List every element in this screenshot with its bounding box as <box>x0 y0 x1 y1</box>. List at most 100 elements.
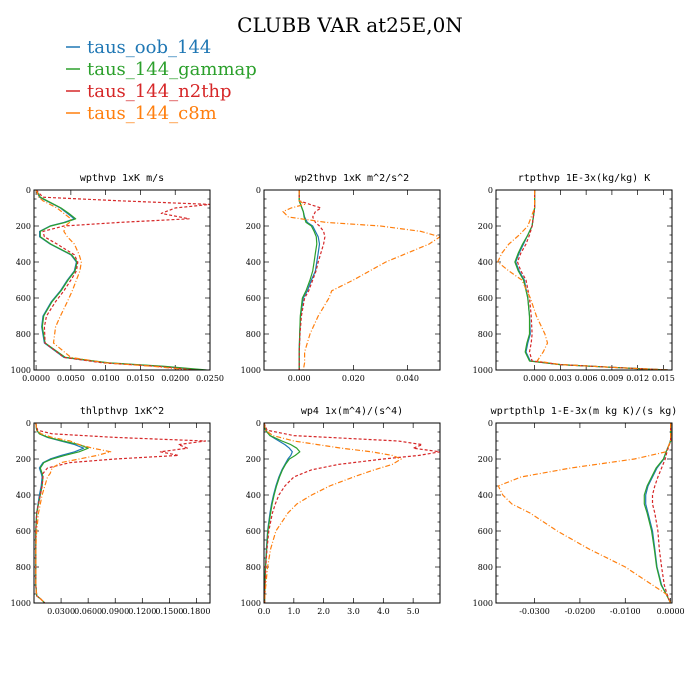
x-tick-label: 0.0050 <box>57 374 85 383</box>
plot-frame <box>33 189 211 371</box>
x-tick-label: -0.0100 <box>610 607 641 616</box>
y-tick-label: 0 <box>488 186 493 195</box>
legend: taus_oob_144 taus_144_gammap taus_144_n2… <box>66 37 257 124</box>
y-tick-label: 800 <box>16 563 31 572</box>
y-tick-label: 1000 <box>473 599 493 608</box>
legend-label: taus_oob_144 <box>87 37 211 58</box>
y-tick-label: 600 <box>478 527 493 536</box>
x-tick-label: 0.009 <box>600 374 623 383</box>
x-tick-label: 0.0300 <box>47 607 75 616</box>
legend-item-taus-oob-144: taus_oob_144 <box>66 37 211 58</box>
x-tick-label: 0.020 <box>342 374 365 383</box>
panel-title: wp2thvp 1xK m^2/s^2 <box>295 173 409 184</box>
x-tick-label: 0.000 <box>523 374 546 383</box>
x-tick-label: 0.040 <box>396 374 419 383</box>
y-tick-label: 1000 <box>11 599 31 608</box>
y-tick-label: 400 <box>246 491 261 500</box>
y-tick-label: 1000 <box>11 366 31 375</box>
series-line-taus-144-gammap <box>264 423 301 603</box>
y-tick-label: 200 <box>246 455 261 464</box>
plot-frame <box>495 189 673 371</box>
series-line-taus-144-c8m <box>35 423 112 603</box>
x-tick-label: 0.0900 <box>101 607 129 616</box>
series-line-taus-oob-144 <box>515 190 668 370</box>
y-tick-label: 0 <box>256 419 261 428</box>
series-line-taus-144-c8m <box>282 190 440 370</box>
x-tick-label: 0.1800 <box>182 607 210 616</box>
plot-frame <box>495 422 673 604</box>
panel-title: wp4 1x(m^4)/(s^4) <box>301 406 403 417</box>
series-line-taus-144-c8m <box>497 423 672 603</box>
x-tick-label: 3.0 <box>347 607 360 616</box>
panel-title: wprtpthlp 1-E-3x(m kg K)/(s kg) <box>491 406 678 417</box>
legend-item-taus-144-c8m: taus_144_c8m <box>66 103 217 124</box>
x-tick-label: 0.003 <box>549 374 572 383</box>
x-tick-label: -0.0200 <box>565 607 596 616</box>
y-tick-label: 600 <box>246 294 261 303</box>
y-tick-label: 1000 <box>241 599 261 608</box>
y-tick-label: 0 <box>488 419 493 428</box>
series-line-taus-oob-144 <box>298 190 321 370</box>
y-tick-label: 0 <box>26 419 31 428</box>
panel-title: thlpthvp 1xK^2 <box>80 406 164 417</box>
x-tick-label: 0.1200 <box>128 607 156 616</box>
x-tick-label: 0.0100 <box>92 374 120 383</box>
series-line-taus-144-c8m <box>35 190 190 370</box>
x-tick-label: 0.006 <box>575 374 598 383</box>
x-tick-label: -0.0300 <box>519 607 550 616</box>
x-tick-label: 4.0 <box>377 607 390 616</box>
x-tick-label: 0.0600 <box>74 607 102 616</box>
x-tick-label: 2.0 <box>317 607 330 616</box>
y-tick-label: 400 <box>478 258 493 267</box>
y-tick-label: 800 <box>16 330 31 339</box>
y-tick-label: 600 <box>246 527 261 536</box>
series-line-taus-144-n2thp <box>651 423 672 603</box>
y-tick-label: 400 <box>478 491 493 500</box>
legend-label: taus_144_c8m <box>87 103 217 124</box>
y-tick-label: 200 <box>478 222 493 231</box>
legend-label: taus_144_n2thp <box>87 81 232 102</box>
x-tick-label: 0.012 <box>626 374 649 383</box>
panel-3: rtpthvp 1E-3x(kg/kg) K 0 200 400 600 800 1000 0… <box>473 173 675 383</box>
series-line-taus-144-n2thp <box>35 423 207 603</box>
x-tick-label: 0.000 <box>288 374 311 383</box>
legend-label: taus_144_gammap <box>87 59 257 80</box>
series-line-taus-144-gammap <box>643 423 672 603</box>
x-tick-label: 0.0200 <box>161 374 189 383</box>
series-line-taus-144-gammap <box>514 190 668 370</box>
y-tick-label: 200 <box>16 222 31 231</box>
series-line-taus-144-c8m <box>264 423 402 603</box>
y-tick-label: 600 <box>16 527 31 536</box>
series-line-taus-144-n2thp <box>35 190 210 370</box>
y-tick-label: 800 <box>246 563 261 572</box>
y-tick-label: 200 <box>16 455 31 464</box>
x-tick-label: 0.015 <box>652 374 675 383</box>
y-tick-label: 200 <box>478 455 493 464</box>
y-tick-label: 400 <box>16 258 31 267</box>
y-tick-label: 0 <box>256 186 261 195</box>
y-tick-label: 800 <box>478 330 493 339</box>
legend-item-taus-144-n2thp: taus_144_n2thp <box>66 81 232 102</box>
legend-item-taus-144-gammap: taus_144_gammap <box>66 59 257 80</box>
y-tick-label: 800 <box>246 330 261 339</box>
series-line-taus-144-n2thp <box>264 423 440 603</box>
y-tick-label: 1000 <box>241 366 261 375</box>
x-tick-label: 5.0 <box>407 607 420 616</box>
y-tick-label: 600 <box>16 294 31 303</box>
x-tick-label: 0.1500 <box>155 607 183 616</box>
y-tick-label: 200 <box>246 222 261 231</box>
series-line-taus-oob-144 <box>35 423 85 603</box>
y-tick-label: 800 <box>478 563 493 572</box>
y-tick-label: 0 <box>26 186 31 195</box>
y-tick-label: 600 <box>478 294 493 303</box>
plot-frame <box>33 422 211 604</box>
panel-2: wp2thvp 1xK m^2/s^2 0 200 400 600 800 1000 0.00… <box>241 173 441 383</box>
x-tick-label: 0.0 <box>258 607 271 616</box>
x-tick-label: 0.0000 <box>22 374 50 383</box>
plot-frame <box>263 189 441 371</box>
